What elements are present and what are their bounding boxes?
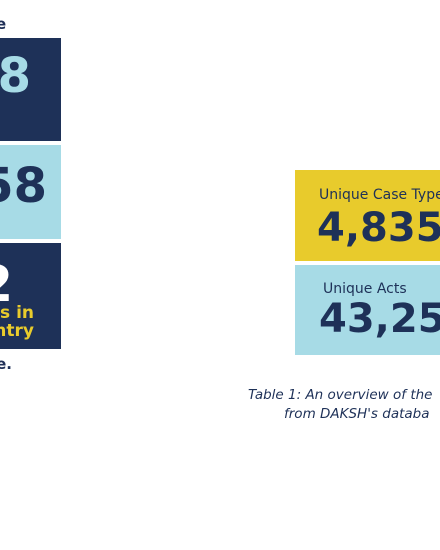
unique-case-types-value: 4,835 [317, 205, 440, 251]
unique-acts-tile: Unique Acts 43,255 [295, 265, 440, 355]
left-caption-fragment: e. [0, 354, 14, 374]
left-stat-tile-3-label-line-1: s in [0, 303, 34, 323]
left-stat-tile-2: 58 [0, 145, 61, 239]
unique-case-types-tile: Unique Case Types 4,835 [295, 170, 440, 261]
left-stat-tile-1-value: 38 [0, 48, 31, 104]
left-stat-tile-3-label-line-2: ntry [0, 321, 34, 341]
left-stat-tile-3-value: 2 [0, 257, 13, 311]
unique-acts-label: Unique Acts [323, 281, 407, 297]
table-caption-line-2: from DAKSH's databa [284, 406, 430, 422]
left-stat-tile-2-value: 58 [0, 158, 47, 214]
table-caption-line-1: Table 1: An overview of the [248, 387, 433, 403]
unique-acts-value: 43,255 [319, 296, 440, 342]
left-heading-fragment: e [0, 14, 20, 34]
unique-case-types-label: Unique Case Types [319, 187, 440, 203]
table-caption: Table 1: An overview of the from DAKSH's… [244, 384, 440, 428]
left-stat-tile-3: 2 s in ntry [0, 243, 61, 349]
left-stat-tile-1: 38 [0, 38, 61, 141]
left-heading-text: e [0, 15, 7, 33]
left-caption-text: e. [0, 355, 12, 373]
